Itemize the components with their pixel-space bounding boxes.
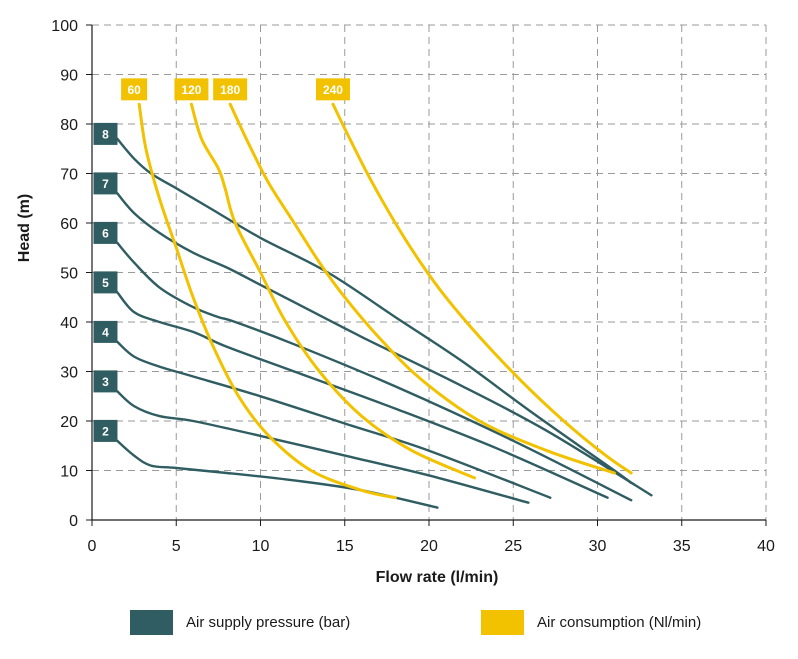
y-tick-label-10: 10 [60, 464, 78, 481]
pressure-curve-8 [116, 137, 633, 485]
consumption-tag-120 [174, 78, 209, 101]
y-axis-title: Head (m) [16, 194, 33, 262]
consumption-curve-240 [331, 102, 633, 475]
x-tick-label-20: 20 [420, 538, 438, 555]
x-tick-label-10: 10 [252, 538, 270, 555]
legend-label-pressure: Air supply pressure (bar) [186, 614, 350, 631]
consumption-curve-120 [189, 102, 476, 480]
pressure-tag-5 [93, 271, 118, 294]
pressure-tag-8 [93, 122, 118, 145]
y-tick-label-90: 90 [60, 68, 78, 85]
consumption-tag-label-60: 60 [127, 83, 141, 97]
x-tick-label-35: 35 [673, 538, 691, 555]
y-tick-label-100: 100 [51, 18, 78, 35]
y-tick-label-80: 80 [60, 117, 78, 134]
legend-swatch-pressure [130, 610, 173, 635]
y-tick-label-20: 20 [60, 414, 78, 431]
consumption-curve-60 [137, 102, 397, 500]
pressure-tag-label-5: 5 [102, 276, 109, 290]
y-tick-label-60: 60 [60, 216, 78, 233]
pressure-curves [116, 137, 653, 509]
pressure-curve-4 [116, 340, 552, 499]
pressure-curve-5 [116, 291, 609, 499]
pressure-tag-7 [93, 172, 118, 195]
consumption-curves [137, 102, 633, 500]
pressure-tag-2 [93, 419, 118, 442]
x-tick-label-40: 40 [757, 538, 775, 555]
consumption-tag-60 [121, 78, 148, 101]
axes [86, 24, 767, 526]
consumption-curve-180 [228, 102, 616, 475]
pressure-curve-7 [116, 192, 653, 497]
consumption-tag-240 [315, 78, 350, 101]
x-axis-title: Flow rate (l/min) [376, 569, 499, 586]
x-tick-label-30: 30 [589, 538, 607, 555]
consumption-tag-label-180: 180 [220, 83, 240, 97]
consumption-tag-label-120: 120 [181, 83, 201, 97]
pressure-tag-label-3: 3 [102, 375, 109, 389]
y-tick-label-40: 40 [60, 315, 78, 332]
curve-tags: 2 3 4 5 6 7 8 60 120 180 240 [93, 78, 350, 442]
y-tick-label-50: 50 [60, 266, 78, 283]
x-tick-label-0: 0 [88, 538, 97, 555]
legend: Air supply pressure (bar) Air consumptio… [130, 610, 701, 635]
x-tick-label-15: 15 [336, 538, 354, 555]
grid [92, 24, 767, 520]
pressure-tag-label-8: 8 [102, 127, 109, 141]
consumption-tag-label-240: 240 [323, 83, 343, 97]
y-tick-label-70: 70 [60, 167, 78, 184]
pressure-tag-label-7: 7 [102, 177, 109, 191]
pressure-tag-4 [93, 320, 118, 343]
pressure-curve-6 [116, 241, 633, 502]
y-tick-label-0: 0 [69, 513, 78, 530]
pressure-tag-3 [93, 370, 118, 393]
pressure-tag-label-6: 6 [102, 226, 109, 240]
y-tick-label-30: 30 [60, 365, 78, 382]
pressure-curve-3 [116, 390, 530, 504]
pressure-tag-label-4: 4 [102, 325, 109, 339]
pressure-tag-6 [93, 221, 118, 244]
x-tick-label-25: 25 [504, 538, 522, 555]
consumption-tag-180 [213, 78, 248, 101]
pressure-tag-label-2: 2 [102, 424, 109, 438]
legend-swatch-consumption [481, 610, 524, 635]
x-tick-label-5: 5 [172, 538, 181, 555]
legend-label-consumption: Air consumption (Nl/min) [537, 614, 701, 631]
